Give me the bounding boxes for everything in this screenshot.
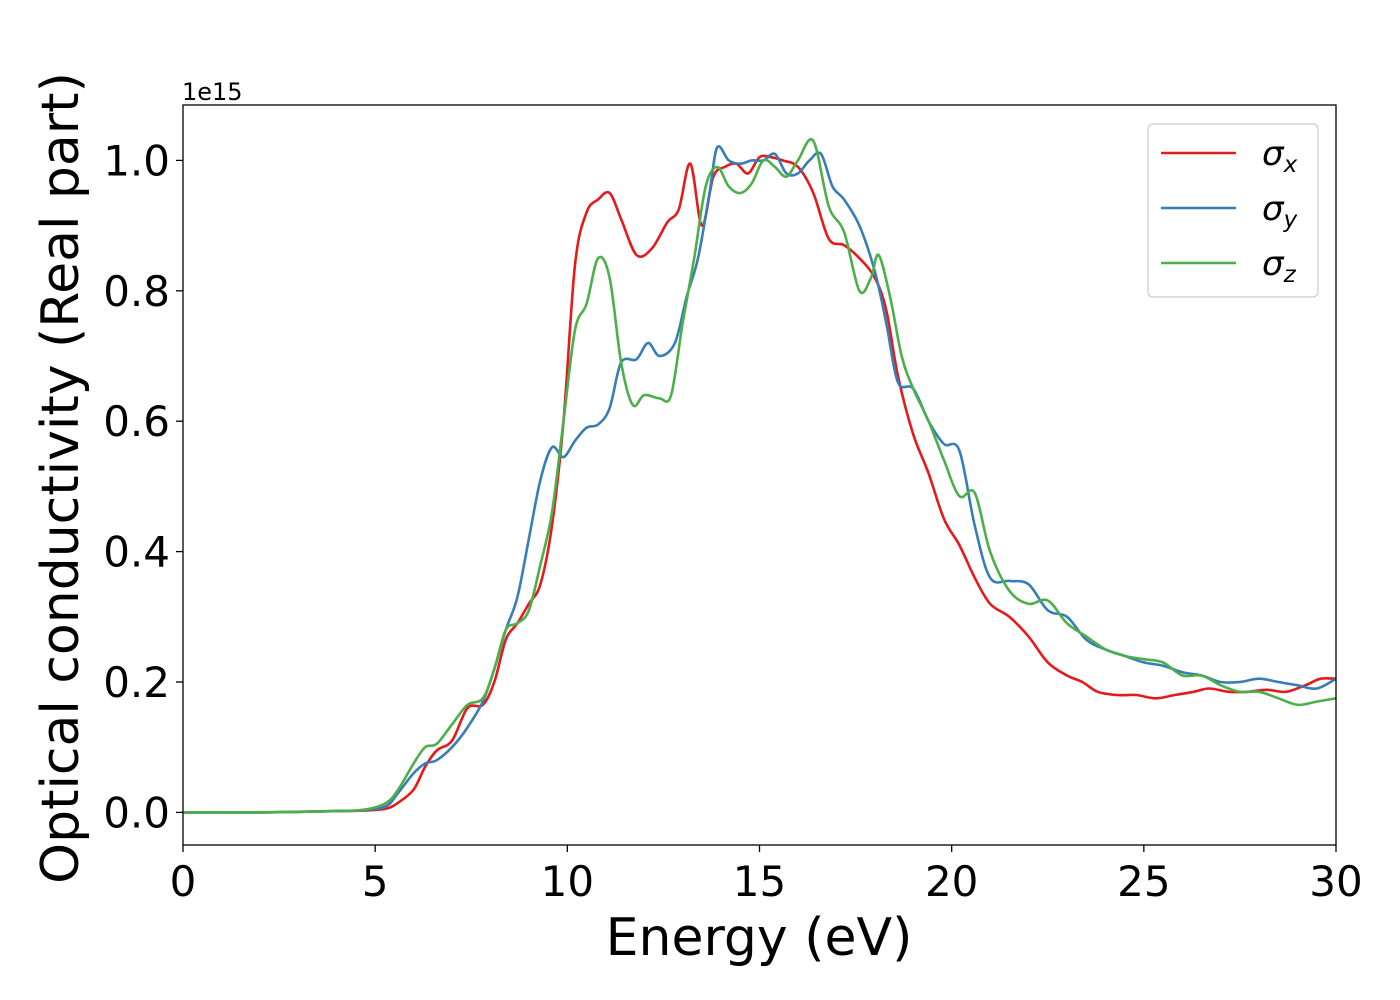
y-axis-ticks: 0.0 0.2 0.4 0.6 0.8 1.0 <box>103 136 183 837</box>
x-tick-label: 5 <box>362 857 389 906</box>
series-line-z <box>183 138 1336 814</box>
x-tick-label: 30 <box>1309 857 1362 906</box>
series-layer <box>183 138 1336 814</box>
x-axis-label: Energy (eV) <box>606 908 913 968</box>
y-axis-label: Optical conductivity (Real part) <box>31 72 91 884</box>
x-tick-label: 25 <box>1117 857 1170 906</box>
y-tick-label: 0.0 <box>103 788 170 837</box>
y-tick-label: 1.0 <box>103 136 170 185</box>
x-tick-label: 10 <box>541 857 594 906</box>
series-line-x <box>183 154 1336 814</box>
legend-box <box>1147 123 1319 298</box>
y-tick-label: 0.8 <box>103 267 170 316</box>
x-axis-ticks: 0 5 10 15 20 25 30 <box>170 845 1363 906</box>
x-tick-label: 15 <box>733 857 786 906</box>
y-tick-label: 0.2 <box>103 658 170 707</box>
y-offset-text: 1e15 <box>182 78 243 106</box>
x-tick-label: 0 <box>170 857 197 906</box>
y-tick-label: 0.6 <box>103 397 170 446</box>
x-tick-label: 20 <box>925 857 978 906</box>
y-tick-label: 0.4 <box>103 528 170 577</box>
